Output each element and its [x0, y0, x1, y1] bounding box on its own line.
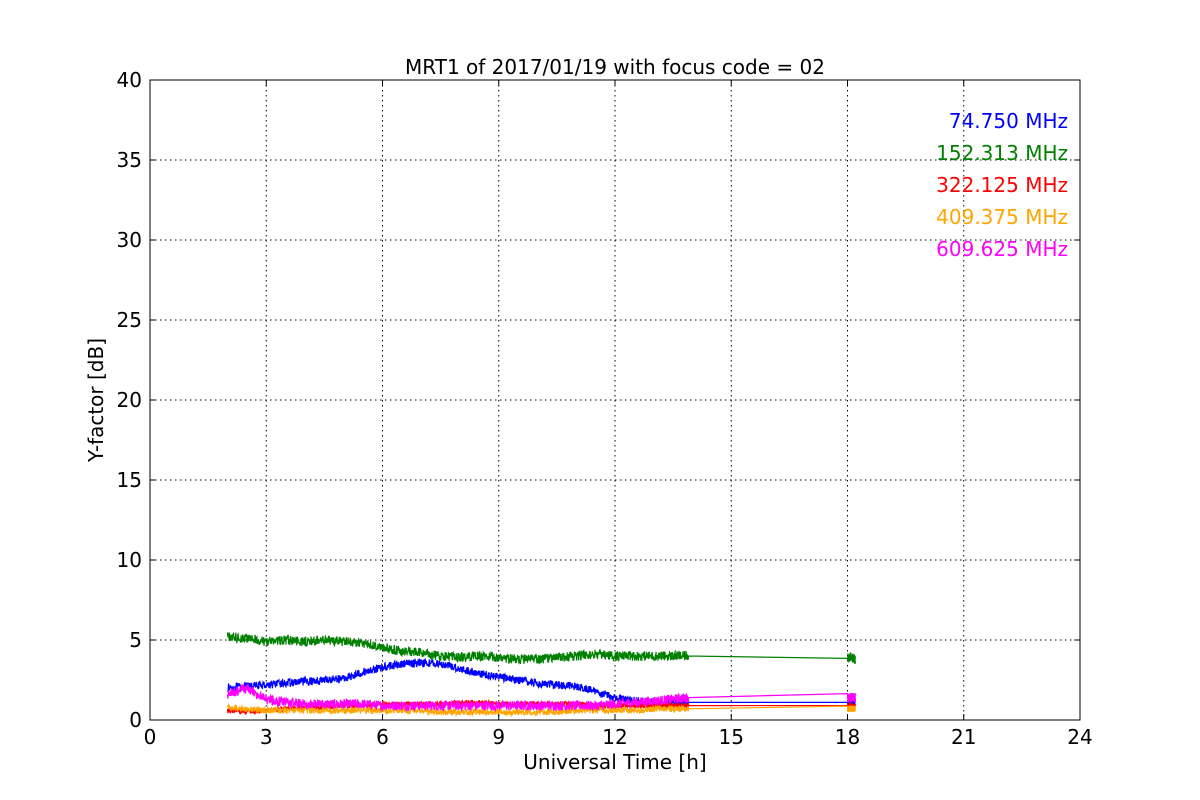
x-tick-label: 15: [719, 725, 744, 749]
y-tick-label: 25: [117, 308, 142, 332]
y-tick-label: 5: [129, 628, 142, 652]
y-axis-title: Y-factor [dB]: [84, 338, 108, 463]
y-tick-label: 40: [117, 68, 142, 92]
series-line-4: [226, 682, 856, 713]
y-tick-label: 20: [117, 388, 142, 412]
x-axis-title: Universal Time [h]: [523, 750, 706, 774]
x-tick-label: 3: [260, 725, 273, 749]
series-end-cluster-4: [846, 693, 856, 703]
chart-title: MRT1 of 2017/01/19 with focus code = 02: [405, 55, 825, 79]
x-tick-label: 12: [602, 725, 627, 749]
y-tick-label: 10: [117, 548, 142, 572]
legend-entry: 322.125 MHz: [936, 173, 1068, 197]
y-tick-label: 30: [117, 228, 142, 252]
legend-entry: 609.625 MHz: [936, 237, 1068, 261]
x-tick-label: 9: [492, 725, 505, 749]
legend-entry: 409.375 MHz: [936, 205, 1068, 229]
x-tick-label: 24: [1067, 725, 1092, 749]
grid-layer: [150, 80, 1080, 720]
series-line-3: [226, 703, 856, 718]
series-line-1: [226, 632, 856, 665]
legend-entry: 74.750 MHz: [949, 109, 1068, 133]
legend-entry: 152.313 MHz: [936, 141, 1068, 165]
y-tick-label: 35: [117, 148, 142, 172]
series-layer: [226, 632, 856, 718]
y-tick-label: 15: [117, 468, 142, 492]
x-tick-label: 0: [144, 725, 157, 749]
y-tick-label: 0: [129, 708, 142, 732]
tick-layer: 0 3 6 9 12 15 18 21 24 0 5 10 15 20 25 30 35 40: [117, 68, 1093, 749]
legend: 74.750 MHz 152.313 MHz 322.125 MHz 409.375 …: [936, 109, 1068, 261]
series-line-0: [227, 657, 856, 709]
series-end-cluster-1: [847, 652, 856, 664]
series-end-cluster-3: [846, 705, 856, 713]
x-tick-label: 18: [835, 725, 860, 749]
x-tick-label: 6: [376, 725, 389, 749]
x-tick-label: 21: [951, 725, 976, 749]
